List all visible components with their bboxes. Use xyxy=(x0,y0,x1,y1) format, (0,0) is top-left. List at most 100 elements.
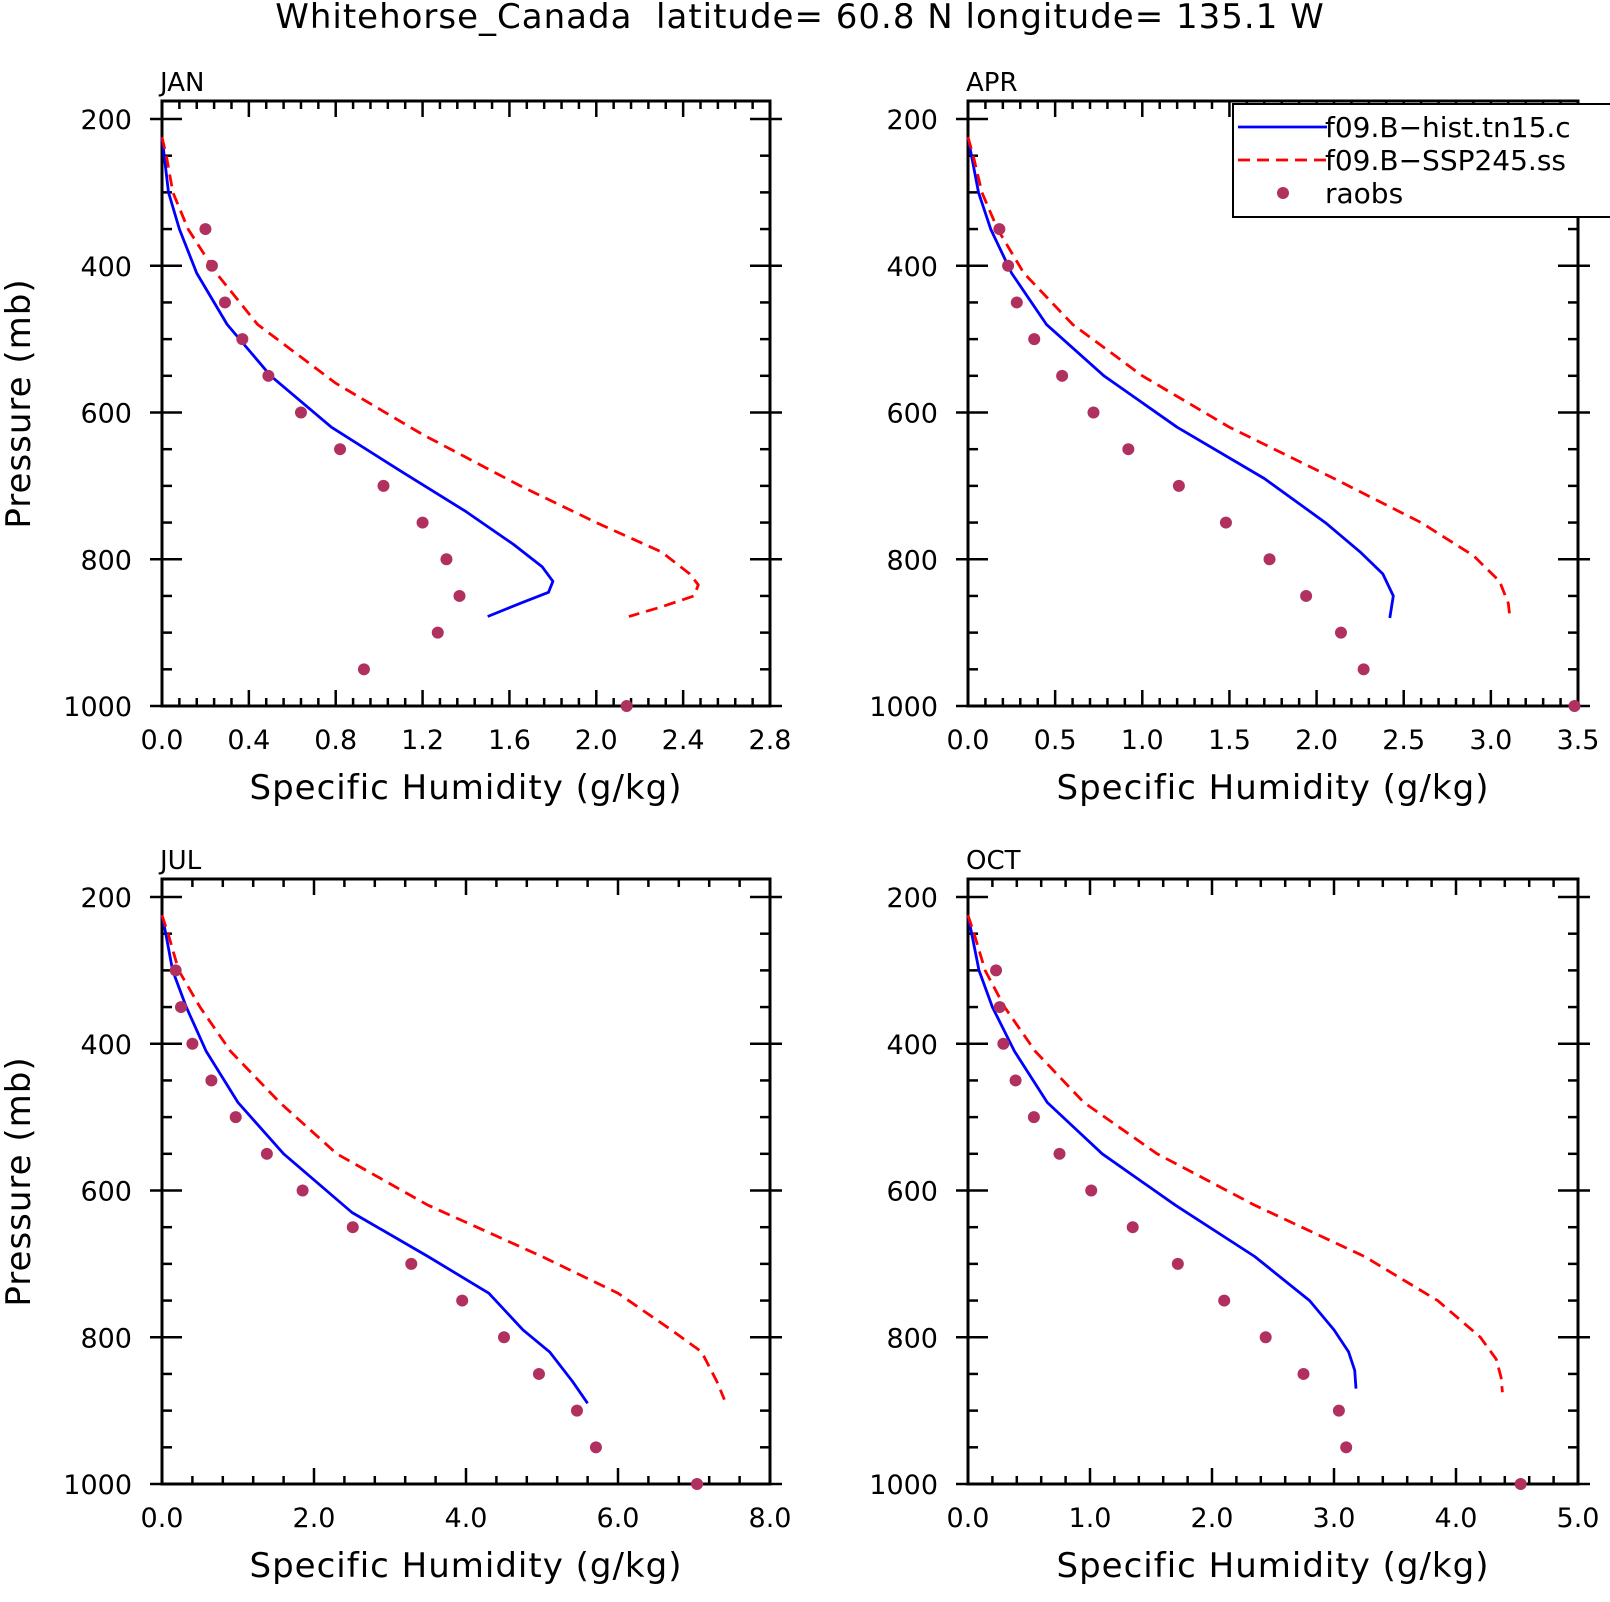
x-tick-label: 4.0 xyxy=(445,1503,488,1534)
x-tick-label: 1.2 xyxy=(401,725,444,756)
x-tick-label: 0.0 xyxy=(947,725,990,756)
y-tick-label: 400 xyxy=(80,1030,132,1061)
x-tick-label: 3.5 xyxy=(1557,725,1600,756)
raobs-point xyxy=(570,1404,583,1417)
raobs-point xyxy=(1568,700,1581,712)
y-axis-label: Pressure (mb) xyxy=(0,1056,39,1306)
raobs-point xyxy=(1122,443,1135,456)
raobs-point xyxy=(294,406,307,419)
raobs-point xyxy=(997,1037,1010,1050)
legend-label: f09.B−SSP245.ss xyxy=(1325,144,1566,177)
raobs-point xyxy=(990,964,1003,977)
panel-title: APR xyxy=(966,68,1018,98)
y-tick-label: 200 xyxy=(886,105,938,136)
raobs-point xyxy=(346,1221,359,1234)
y-tick-label: 1000 xyxy=(869,692,938,723)
y-tick-label: 800 xyxy=(80,1323,132,1354)
raobs-point xyxy=(1053,1147,1066,1160)
series-line-0 xyxy=(966,915,1358,1389)
raobs-point xyxy=(1297,1367,1310,1380)
panel-jul: JUL 0.0 2.0 4.0 6.0 8.0 200 400 600 800 1000 Specif… xyxy=(0,846,791,1586)
x-tick-label: 8.0 xyxy=(749,1503,792,1534)
raobs-point xyxy=(1010,296,1023,309)
raobs-point xyxy=(169,964,182,977)
raobs-point xyxy=(1087,406,1100,419)
x-tick-label: 3.0 xyxy=(1313,1503,1356,1534)
y-tick-label: 1000 xyxy=(869,1470,938,1501)
x-tick-label: 2.0 xyxy=(1191,1503,1234,1534)
raobs-point xyxy=(1259,1331,1272,1344)
legend-marker xyxy=(1277,187,1289,199)
legend-label: raobs xyxy=(1325,177,1403,210)
x-tick-label: 2.8 xyxy=(749,725,792,756)
raobs-point xyxy=(1028,333,1041,346)
panel-title: JAN xyxy=(158,68,204,98)
panel-title: JUL xyxy=(158,846,202,876)
raobs-point xyxy=(1514,1478,1527,1490)
raobs-point xyxy=(1002,259,1015,272)
panel-oct: OCT 0.0 1.0 2.0 3.0 4.0 5.0 200 400 600 800 1000 Spe… xyxy=(869,846,1599,1586)
raobs-point xyxy=(1027,1111,1040,1124)
x-axis-label: Specific Humidity (g/kg) xyxy=(250,1546,683,1586)
series-line-0 xyxy=(966,137,1395,619)
x-tick-label: 0.0 xyxy=(141,1503,184,1534)
x-tick-label: 0.5 xyxy=(1034,725,1077,756)
raobs-point xyxy=(1357,663,1370,676)
raobs-point xyxy=(589,1441,602,1454)
raobs-point xyxy=(1126,1221,1139,1234)
panel-jan: JAN 0.0 0.4 0.8 1.2 1.6 2.0 2.4 2.8 200 400 600 800 1… xyxy=(0,68,791,808)
raobs-point xyxy=(453,589,466,602)
x-tick-label: 1.6 xyxy=(488,725,531,756)
x-tick-label: 0.4 xyxy=(227,725,270,756)
panels: JAN 0.0 0.4 0.8 1.2 1.6 2.0 2.4 2.8 200 400 600 800 1… xyxy=(0,68,1599,1586)
legend-label: f09.B−hist.tn15.c xyxy=(1325,111,1571,144)
raobs-point xyxy=(260,1147,273,1160)
raobs-point xyxy=(1218,1294,1231,1307)
raobs-point xyxy=(334,443,347,456)
raobs-point xyxy=(691,1478,704,1490)
series-line-0 xyxy=(160,137,555,618)
y-tick-label: 800 xyxy=(886,545,938,576)
raobs-point xyxy=(1340,1441,1353,1454)
raobs-point xyxy=(1172,479,1185,492)
x-axis-label: Specific Humidity (g/kg) xyxy=(1057,768,1490,808)
x-tick-label: 4.0 xyxy=(1435,1503,1478,1534)
series-line-1 xyxy=(966,136,1512,619)
x-tick-label: 6.0 xyxy=(597,1503,640,1534)
x-tick-label: 5.0 xyxy=(1557,1503,1600,1534)
y-tick-label: 600 xyxy=(886,399,938,430)
raobs-point xyxy=(1219,516,1232,529)
raobs-point xyxy=(229,1111,242,1124)
raobs-point xyxy=(205,259,218,272)
plot-frame xyxy=(160,877,772,1486)
y-tick-label: 400 xyxy=(886,1030,938,1061)
series-line-1 xyxy=(966,914,1504,1393)
raobs-point xyxy=(431,626,444,639)
raobs-point xyxy=(1171,1257,1184,1270)
x-tick-label: 1.0 xyxy=(1121,725,1164,756)
raobs-point xyxy=(205,1074,218,1087)
y-tick-label: 1000 xyxy=(63,692,132,723)
panel-title: OCT xyxy=(966,846,1021,876)
raobs-point xyxy=(1300,589,1313,602)
raobs-point xyxy=(1056,369,1069,382)
plot-frame xyxy=(966,877,1580,1486)
raobs-point xyxy=(296,1184,309,1197)
y-tick-label: 400 xyxy=(80,252,132,283)
raobs-point xyxy=(262,369,275,382)
raobs-point xyxy=(186,1037,199,1050)
series-line-1 xyxy=(160,914,726,1401)
y-tick-label: 600 xyxy=(80,1177,132,1208)
raobs-point xyxy=(498,1331,510,1344)
x-axis-label: Specific Humidity (g/kg) xyxy=(1057,1546,1490,1586)
x-tick-label: 2.5 xyxy=(1382,725,1425,756)
raobs-point xyxy=(218,296,231,309)
raobs-point xyxy=(620,700,633,712)
raobs-point xyxy=(199,223,212,236)
y-tick-label: 800 xyxy=(886,1323,938,1354)
raobs-point xyxy=(377,479,390,492)
y-tick-label: 200 xyxy=(80,105,132,136)
raobs-point xyxy=(405,1257,418,1270)
y-tick-label: 400 xyxy=(886,252,938,283)
